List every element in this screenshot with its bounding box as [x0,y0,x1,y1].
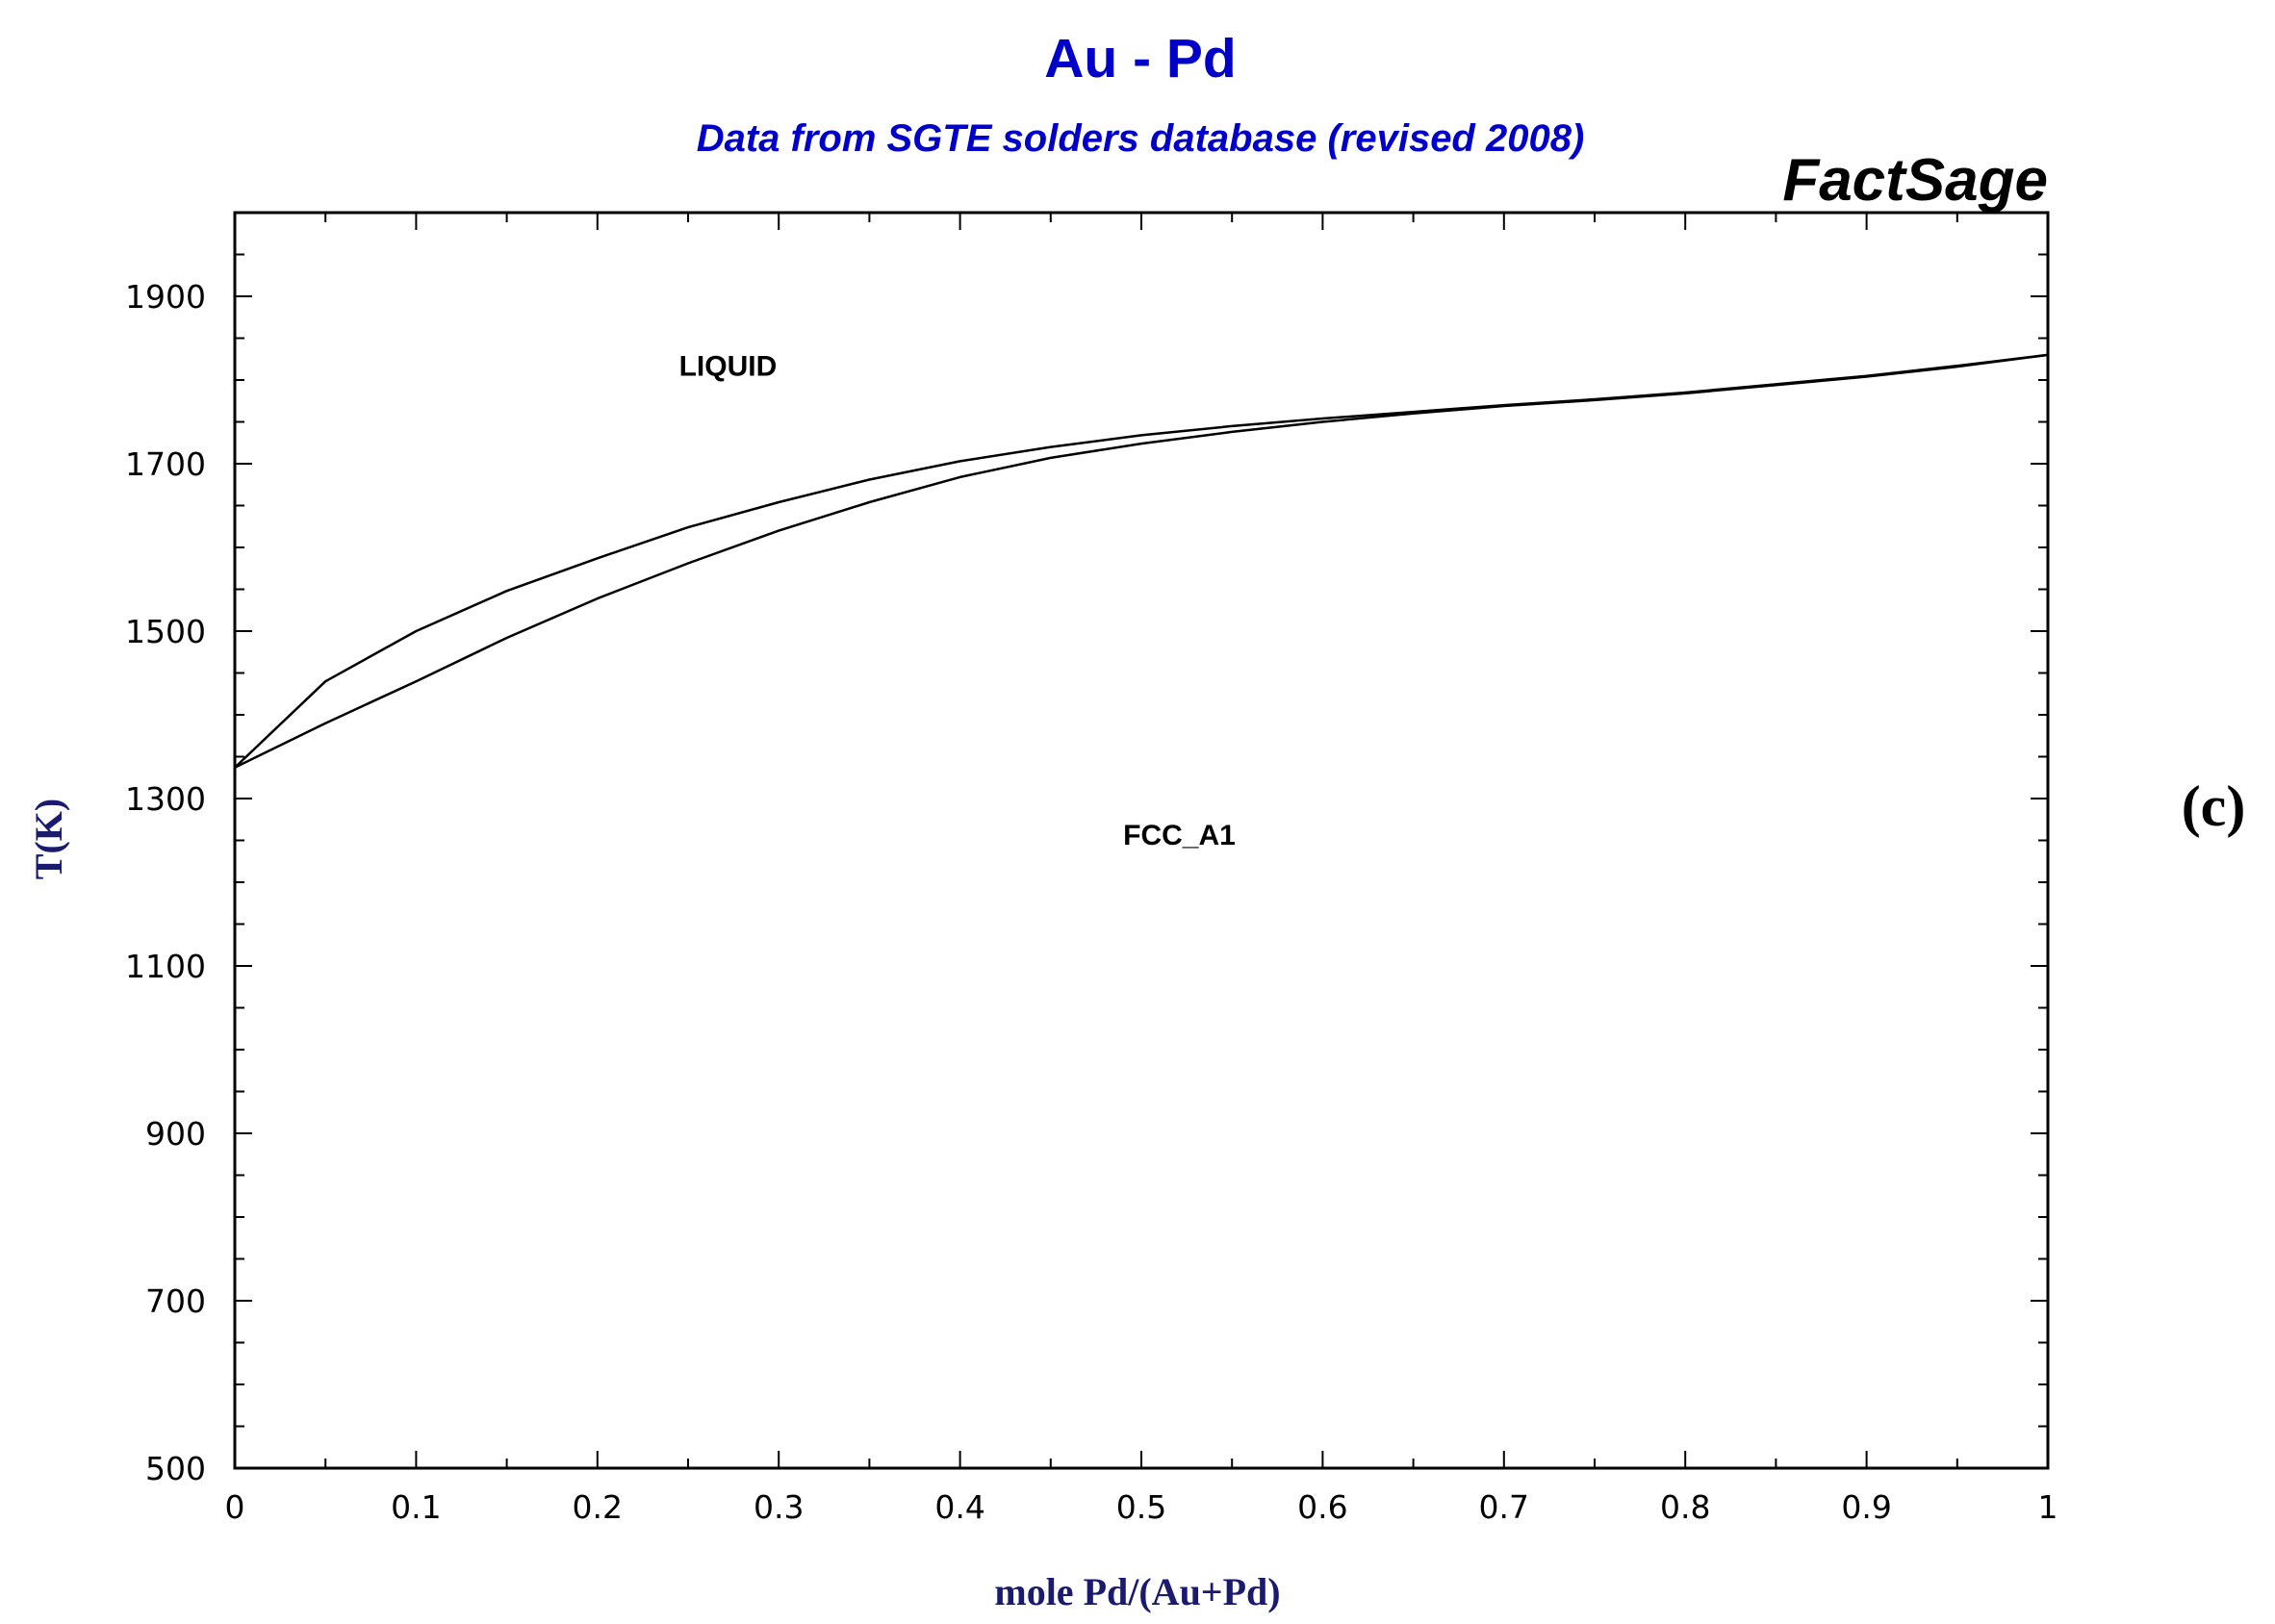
phase-label-liquid: LIQUID [679,351,778,383]
y-tick-labels: 500 700 900 1100 1300 1500 1700 1900 [125,278,206,1487]
y-tick-label: 500 [145,1450,206,1487]
x-tick-label: 0.5 [1116,1488,1166,1526]
x-tick-label: 0.3 [754,1488,804,1526]
x-axis-label: mole Pd/(Au+Pd) [994,1570,1280,1613]
factsage-logo-text: FactSage [1782,147,2048,214]
phase-boundary-curves [234,353,2049,769]
x-tick-label: 0.1 [391,1488,441,1526]
x-tick-label: 0.4 [934,1488,984,1526]
liquidus-curve [234,353,2049,769]
x-tick-label: 0.9 [1841,1488,1891,1526]
y-axis-label: T(K) [27,799,70,879]
y-tick-label: 900 [145,1115,206,1153]
x-tick-label: 0.7 [1479,1488,1529,1526]
y-tick-label: 1900 [125,278,206,316]
solidus-curve [234,353,2049,769]
x-tick-label: 0.6 [1297,1488,1347,1526]
y-tick-label: 1300 [125,780,206,818]
x-tick-label: 0.2 [573,1488,623,1526]
y-tick-label: 1500 [125,613,206,650]
chart-title: Au - Pd [1044,28,1236,89]
y-tick-label: 1100 [125,948,206,985]
x-tick-label: 0 [225,1488,245,1526]
x-tick-label: 1 [2038,1488,2058,1526]
y-tick-label: 1700 [125,445,206,483]
axis-ticks [234,212,2049,1469]
panel-label: (c) [2182,774,2246,838]
x-tick-labels: 0 0.1 0.2 0.3 0.4 0.5 0.6 0.7 0.8 0.9 1 [225,1488,2058,1526]
x-tick-label: 0.8 [1660,1488,1710,1526]
phase-region-labels: LIQUID FCC_A1 [679,351,1236,851]
chart-subtitle: Data from SGTE solders database (revised… [697,117,1585,160]
phase-label-fcc-a1: FCC_A1 [1123,820,1236,851]
y-tick-label: 700 [145,1282,206,1320]
